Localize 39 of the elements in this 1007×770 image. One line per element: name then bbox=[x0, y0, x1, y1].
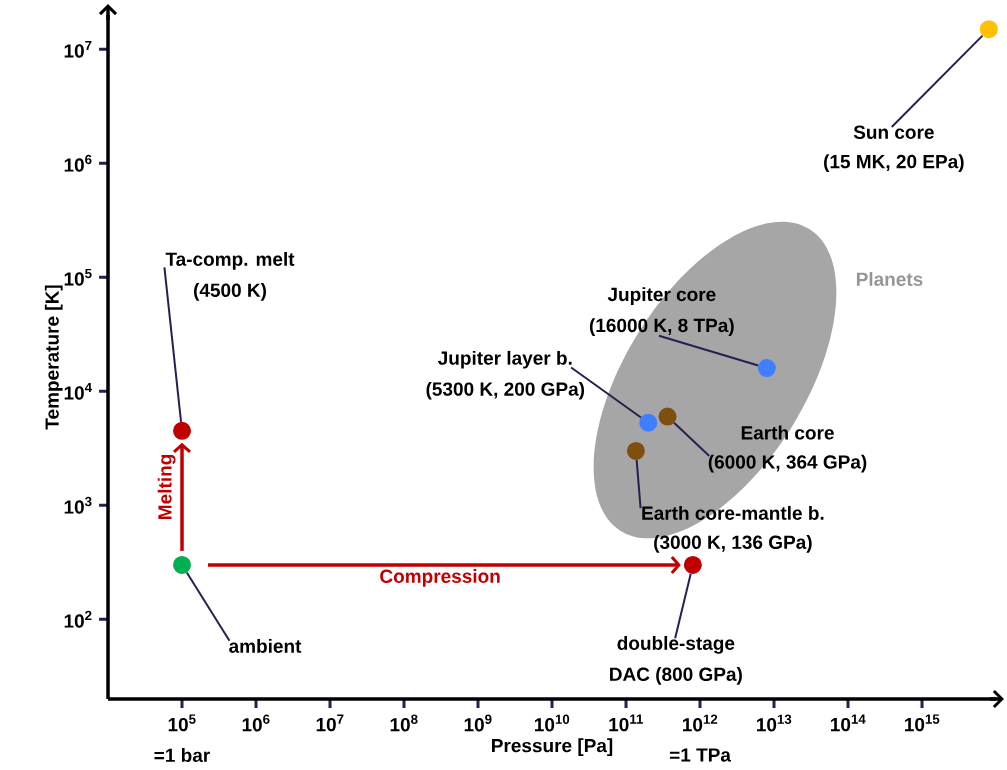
annotation: (15 MK, 20 EPa) bbox=[824, 154, 964, 173]
x-tick-label: 10$^{9}$ bbox=[464, 714, 492, 732]
y-axis-title: Temperature [K] bbox=[44, 285, 63, 430]
x-tick-label: 10$^{8}$ bbox=[390, 714, 418, 732]
annotation: double-stage bbox=[617, 636, 735, 654]
annotation: Earth core bbox=[741, 425, 834, 440]
y-tick-label: 10$^{3}$ bbox=[64, 496, 92, 514]
x-tick-label: 10$^{15}$ bbox=[905, 714, 940, 732]
x-axis-title: Pressure [Pa] bbox=[492, 738, 613, 757]
y-tick-label: 10$^{7}$ bbox=[64, 40, 92, 58]
text: =1 bar bbox=[154, 748, 210, 763]
annotation: ambient bbox=[229, 638, 302, 653]
annotation: (4500 K) bbox=[194, 282, 266, 301]
annotation: Planets bbox=[856, 272, 923, 286]
x-tick-label: 10$^{13}$ bbox=[757, 714, 792, 732]
y-tick-label: 10$^{2}$ bbox=[64, 610, 92, 628]
y-tick-label: 10$^{4}$ bbox=[64, 382, 92, 400]
x-tick-label: 10$^{5}$ bbox=[168, 714, 196, 732]
annotation: Jupiter layer b. bbox=[437, 350, 572, 369]
annotation: (3000 K, 136 GPa) bbox=[654, 535, 812, 553]
text: =1 TPa bbox=[669, 748, 732, 762]
x-tick-label: 10$^{10}$ bbox=[535, 714, 570, 732]
y-tick-label: 10$^{5}$ bbox=[64, 268, 92, 286]
annotation: Earth core-mantle b. bbox=[642, 505, 824, 520]
annotation: Sun core bbox=[853, 125, 934, 139]
annotation: (16000 K, 8 TPa) bbox=[589, 318, 734, 336]
annotation: Jupiter core bbox=[607, 287, 716, 305]
annotation: (5300 K, 200 GPa) bbox=[426, 381, 585, 400]
annotation: Compression bbox=[380, 569, 500, 587]
x-tick-label: 10$^{6}$ bbox=[242, 714, 270, 732]
annotation: Melting bbox=[157, 454, 176, 519]
y-tick-label: 10$^{6}$ bbox=[64, 154, 92, 172]
annotation: Ta-comp. melt bbox=[165, 251, 295, 270]
x-tick-label: 10$^{12}$ bbox=[683, 714, 718, 732]
x-tick-label: 10$^{11}$ bbox=[609, 714, 643, 732]
x-tick-label: 10$^{14}$ bbox=[831, 714, 866, 732]
x-tick-label: 10$^{7}$ bbox=[316, 714, 344, 732]
annotation: (6000 K, 364 GPa) bbox=[708, 454, 867, 473]
annotation: DAC (800 GPa) bbox=[610, 667, 742, 685]
